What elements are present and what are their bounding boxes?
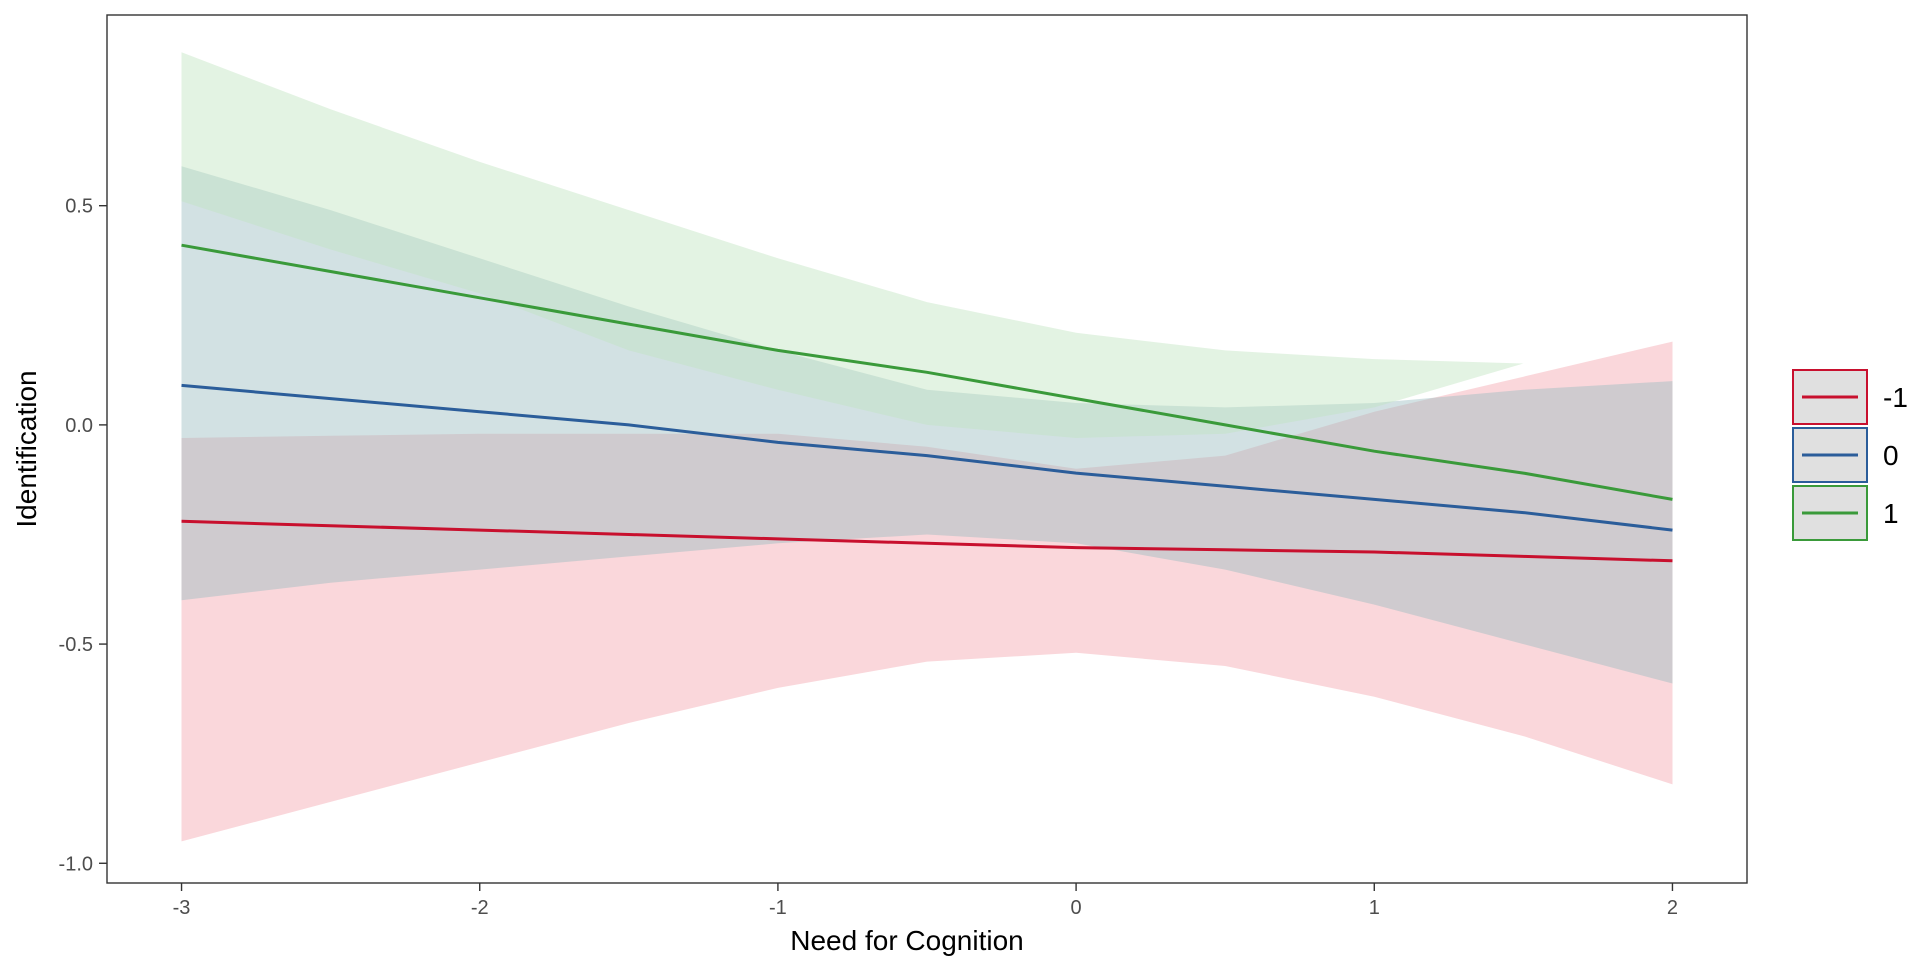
x-tick-label: 2 (1667, 897, 1678, 919)
x-axis-title: Need for Cognition (790, 925, 1023, 956)
x-tick-label: -1 (769, 897, 787, 919)
series-lines (181, 243, 1673, 563)
ribbon-series-0 (181, 166, 1673, 684)
ribbon-series-1 (181, 52, 1673, 439)
y-tick-label: 0.5 (65, 196, 93, 218)
y-axis-title: Identification (11, 370, 42, 527)
plot-panel-border (106, 14, 1748, 884)
x-tick-label: 0 (1071, 897, 1082, 919)
y-tick-label: -1.0 (59, 853, 93, 875)
legend: -1 0 1 (1792, 369, 1908, 541)
ribbon-series--1 (181, 341, 1673, 842)
line-series--1 (181, 519, 1673, 563)
confidence-ribbons (181, 52, 1673, 842)
legend-label: -1 (1883, 382, 1908, 413)
y-axis: 0.5 0.0 -0.5 -1.0 (59, 196, 107, 875)
x-tick-label: -2 (471, 897, 489, 919)
line-series-0 (181, 383, 1673, 532)
x-tick-label: -3 (173, 897, 191, 919)
line-series-1 (181, 243, 1673, 501)
y-tick-label: 0.0 (65, 415, 93, 437)
y-tick-label: -0.5 (59, 634, 93, 656)
legend-label: 1 (1883, 498, 1899, 529)
x-tick-label: 1 (1369, 897, 1380, 919)
x-axis: -3 -2 -1 0 1 2 (173, 883, 1678, 919)
legend-label: 0 (1883, 440, 1899, 471)
